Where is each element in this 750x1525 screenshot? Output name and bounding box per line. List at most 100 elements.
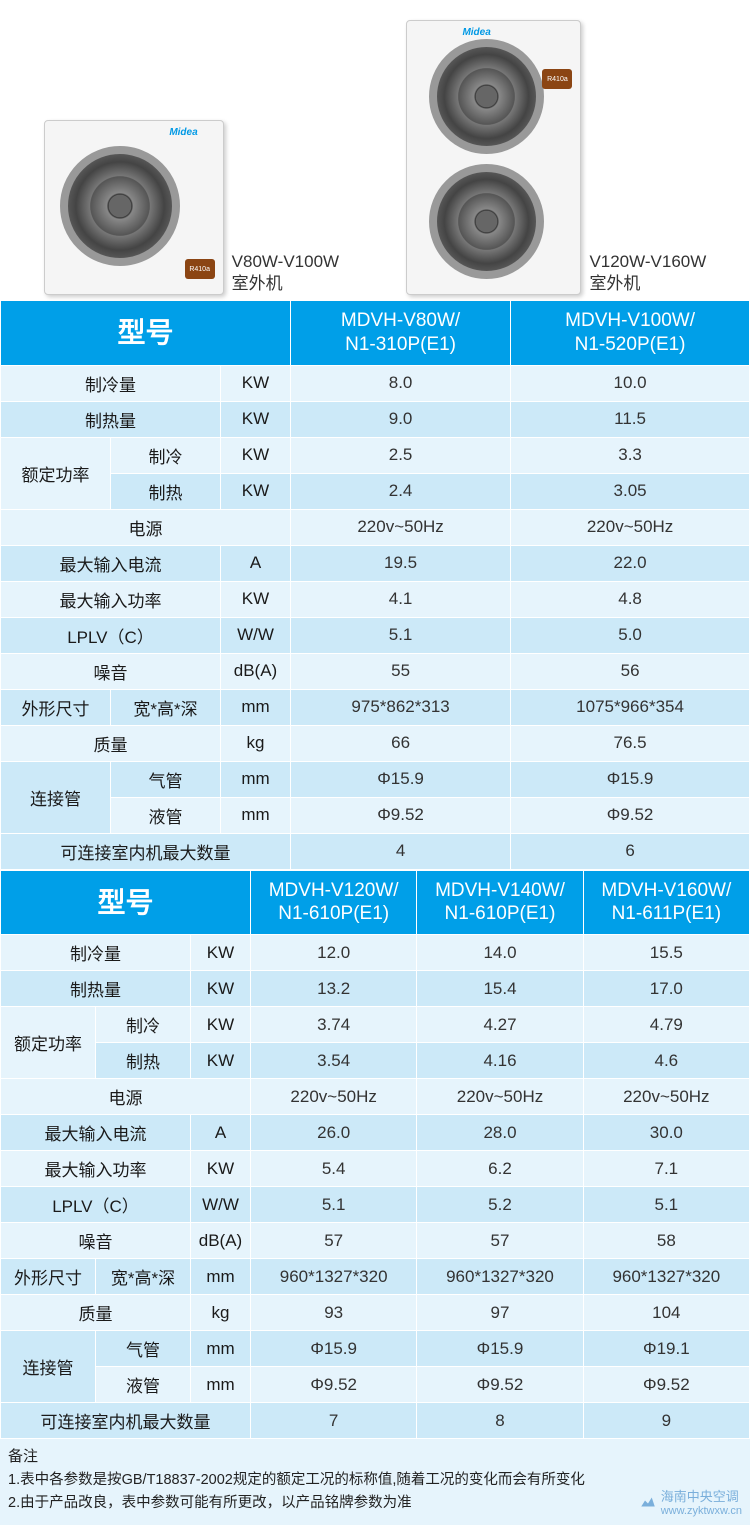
row-value: Φ9.52 xyxy=(251,1367,417,1403)
row-value: 57 xyxy=(251,1223,417,1259)
row-sublabel: 气管 xyxy=(111,761,221,797)
row-value: 28.0 xyxy=(417,1115,583,1151)
table-row: 连接管气管mmΦ15.9Φ15.9 xyxy=(1,761,750,797)
table-row: 电源220v~50Hz220v~50Hz xyxy=(1,509,750,545)
product-images: Midea R410a V80W-V100W 室外机 Midea R410a V… xyxy=(0,0,750,300)
row-value: 960*1327*320 xyxy=(417,1259,583,1295)
table-row: 最大输入功率KW5.46.27.1 xyxy=(1,1151,750,1187)
row-value: 9 xyxy=(583,1403,749,1439)
row-unit: KW xyxy=(221,581,291,617)
table-row: 可连接室内机最大数量789 xyxy=(1,1403,750,1439)
product-small: Midea R410a V80W-V100W 室外机 xyxy=(44,120,339,295)
table-row: 外形尺寸宽*高*深mm975*862*3131075*966*354 xyxy=(1,689,750,725)
row-label: 电源 xyxy=(1,1079,251,1115)
row-value: 4.27 xyxy=(417,1007,583,1043)
table-row: 制热量KW9.011.5 xyxy=(1,401,750,437)
row-value: 66 xyxy=(291,725,511,761)
row-value: 220v~50Hz xyxy=(511,509,750,545)
row-unit: mm xyxy=(191,1331,251,1367)
row-value: 76.5 xyxy=(511,725,750,761)
row-unit: KW xyxy=(221,473,291,509)
table-header-row: 型号 MDVH-V80W/N1-310P(E1) MDVH-V100W/N1-5… xyxy=(1,301,750,366)
row-label: 外形尺寸 xyxy=(1,1259,96,1295)
row-value: 960*1327*320 xyxy=(583,1259,749,1295)
row-label: 最大输入功率 xyxy=(1,581,221,617)
row-value: 4.6 xyxy=(583,1043,749,1079)
row-unit: KW xyxy=(191,1151,251,1187)
row-value: 4.79 xyxy=(583,1007,749,1043)
row-value: 17.0 xyxy=(583,971,749,1007)
row-value: 93 xyxy=(251,1295,417,1331)
caption-large: V120W-V160W 室外机 xyxy=(589,251,706,295)
table-row: 制热KW2.43.05 xyxy=(1,473,750,509)
row-sublabel: 液管 xyxy=(111,797,221,833)
row-value: 220v~50Hz xyxy=(251,1079,417,1115)
row-unit: KW xyxy=(191,971,251,1007)
table-row: LPLV（C）W/W5.15.25.1 xyxy=(1,1187,750,1223)
row-unit: mm xyxy=(191,1259,251,1295)
row-value: 8 xyxy=(417,1403,583,1439)
row-label: 制冷量 xyxy=(1,935,191,971)
row-value: 5.4 xyxy=(251,1151,417,1187)
table-row: 制热KW3.544.164.6 xyxy=(1,1043,750,1079)
row-unit: W/W xyxy=(191,1187,251,1223)
row-label: 质量 xyxy=(1,725,221,761)
row-label: 电源 xyxy=(1,509,291,545)
table-row: 最大输入功率KW4.14.8 xyxy=(1,581,750,617)
row-unit: KW xyxy=(221,365,291,401)
row-unit: A xyxy=(221,545,291,581)
brand-logo: Midea xyxy=(169,127,197,138)
table-row: 制冷量KW12.014.015.5 xyxy=(1,935,750,971)
row-label: 制热量 xyxy=(1,401,221,437)
row-value: 3.3 xyxy=(511,437,750,473)
row-sublabel: 制热 xyxy=(96,1043,191,1079)
table-row: 额定功率制冷KW3.744.274.79 xyxy=(1,1007,750,1043)
row-label: 噪音 xyxy=(1,1223,191,1259)
spec-table-1: 型号 MDVH-V80W/N1-310P(E1) MDVH-V100W/N1-5… xyxy=(0,300,750,870)
outdoor-unit-small-image: Midea R410a xyxy=(44,120,224,295)
row-value: 1075*966*354 xyxy=(511,689,750,725)
row-value: 56 xyxy=(511,653,750,689)
row-value: 8.0 xyxy=(291,365,511,401)
table-row: 制热量KW13.215.417.0 xyxy=(1,971,750,1007)
row-value: 220v~50Hz xyxy=(417,1079,583,1115)
table-row: 液管mmΦ9.52Φ9.52 xyxy=(1,797,750,833)
row-value: 3.54 xyxy=(251,1043,417,1079)
row-label: 可连接室内机最大数量 xyxy=(1,1403,251,1439)
model-col: MDVH-V160W/N1-611P(E1) xyxy=(583,870,749,935)
outdoor-unit-large-image: Midea R410a xyxy=(406,20,581,295)
row-value: 58 xyxy=(583,1223,749,1259)
table-row: 最大输入电流A19.522.0 xyxy=(1,545,750,581)
caption-model: V80W-V100W xyxy=(232,251,339,273)
row-unit: kg xyxy=(191,1295,251,1331)
row-value: 30.0 xyxy=(583,1115,749,1151)
row-label: 连接管 xyxy=(1,761,111,833)
row-value: 7.1 xyxy=(583,1151,749,1187)
row-sublabel: 液管 xyxy=(96,1367,191,1403)
row-unit: A xyxy=(191,1115,251,1151)
row-value: 6.2 xyxy=(417,1151,583,1187)
row-label: 噪音 xyxy=(1,653,221,689)
row-value: 4.16 xyxy=(417,1043,583,1079)
row-value: 57 xyxy=(417,1223,583,1259)
model-header: 型号 xyxy=(1,870,251,935)
row-value: 5.1 xyxy=(583,1187,749,1223)
row-label: LPLV（C） xyxy=(1,617,221,653)
row-value: 960*1327*320 xyxy=(251,1259,417,1295)
table-row: 质量kg6676.5 xyxy=(1,725,750,761)
row-value: 7 xyxy=(251,1403,417,1439)
fan-icon xyxy=(60,146,180,266)
table-row: 连接管气管mmΦ15.9Φ15.9Φ19.1 xyxy=(1,1331,750,1367)
row-unit: KW xyxy=(221,437,291,473)
row-label: 连接管 xyxy=(1,1331,96,1403)
row-sublabel: 制热 xyxy=(111,473,221,509)
row-value: 97 xyxy=(417,1295,583,1331)
row-label: 制热量 xyxy=(1,971,191,1007)
model-col: MDVH-V140W/N1-610P(E1) xyxy=(417,870,583,935)
row-value: 975*862*313 xyxy=(291,689,511,725)
row-unit: mm xyxy=(191,1367,251,1403)
row-value: 55 xyxy=(291,653,511,689)
row-value: 10.0 xyxy=(511,365,750,401)
row-value: 4 xyxy=(291,833,511,869)
model-col: MDVH-V80W/N1-310P(E1) xyxy=(291,301,511,366)
